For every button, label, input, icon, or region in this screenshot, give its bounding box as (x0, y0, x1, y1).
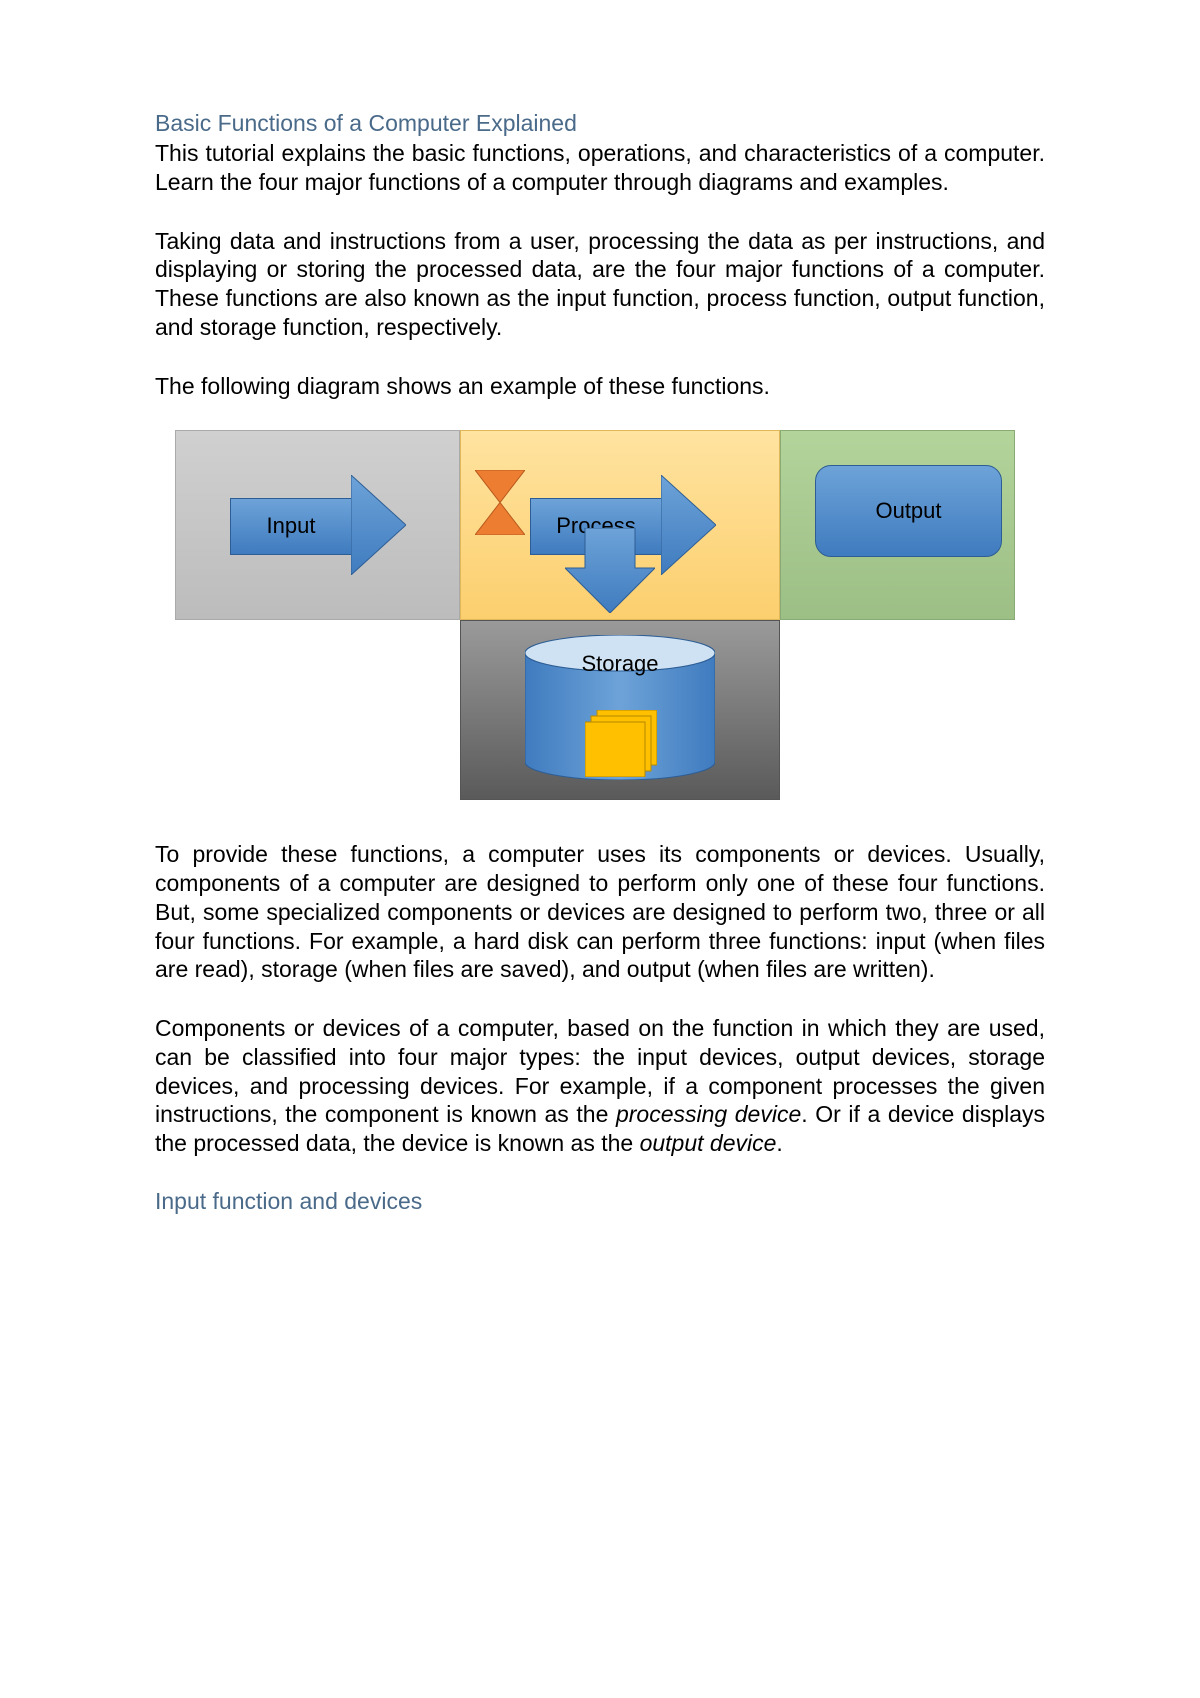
arrow-down-icon (565, 528, 655, 613)
input-arrow-label: Input (230, 498, 351, 555)
p5-em-1: processing device (616, 1101, 801, 1127)
arrow-right-icon (661, 475, 716, 575)
document-page: Basic Functions of a Computer Explained … (0, 0, 1200, 1325)
hourglass-icon (475, 470, 525, 535)
intro-paragraph-2: Taking data and instructions from a user… (155, 227, 1045, 342)
storage-label: Storage (525, 651, 715, 677)
intro-paragraph-1: This tutorial explains the basic functio… (155, 139, 1045, 197)
input-arrow: Input (230, 475, 406, 575)
storage-cylinder: Storage (525, 635, 715, 780)
functions-diagram: Input Process Output Storage (175, 430, 1015, 800)
documents-icon (585, 710, 657, 777)
arrow-right-icon (351, 475, 406, 575)
output-label: Output (875, 498, 941, 524)
diagram-lead-paragraph: The following diagram shows an example o… (155, 372, 1045, 401)
body-paragraph-4: To provide these functions, a computer u… (155, 840, 1045, 984)
p5-part-c: . (776, 1130, 782, 1156)
output-box: Output (815, 465, 1002, 557)
section-subtitle: Input function and devices (155, 1188, 1045, 1215)
body-paragraph-5: Components or devices of a computer, bas… (155, 1014, 1045, 1158)
page-title: Basic Functions of a Computer Explained (155, 110, 1045, 137)
p5-em-2: output device (640, 1130, 777, 1156)
